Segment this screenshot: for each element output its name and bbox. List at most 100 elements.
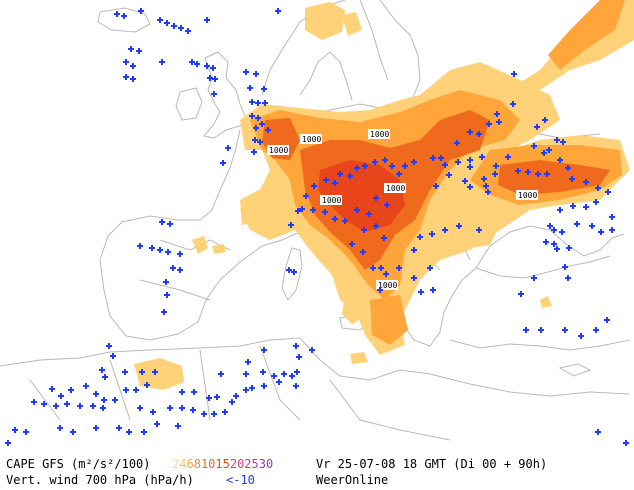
wind-marker: [342, 218, 348, 224]
wind-marker: [261, 383, 267, 389]
wind-marker: [144, 382, 150, 388]
wind-marker: [494, 111, 500, 117]
cape-scale-value: 8: [193, 457, 201, 471]
wind-marker: [276, 379, 282, 385]
wind-marker: [261, 86, 267, 92]
wind-marker: [191, 389, 197, 395]
svg-text:1000: 1000: [322, 196, 341, 205]
wind-marker: [211, 411, 217, 417]
wind-marker: [247, 85, 253, 91]
wind-marker: [225, 145, 231, 151]
wind-marker: [605, 189, 611, 195]
wind-marker: [112, 397, 118, 403]
wind-marker: [260, 369, 266, 375]
wind-marker: [411, 159, 417, 165]
wind-marker: [496, 119, 502, 125]
wind-marker: [93, 391, 99, 397]
cape-scale-value: 10: [200, 457, 216, 471]
wind-marker: [70, 429, 76, 435]
wind-marker: [559, 229, 565, 235]
wind-marker: [595, 429, 601, 435]
contour-label: 1000: [376, 280, 398, 290]
wind-marker: [12, 427, 18, 433]
wind-marker: [126, 429, 132, 435]
wind-marker: [257, 139, 263, 145]
wind-marker: [249, 99, 255, 105]
svg-text:1000: 1000: [269, 146, 288, 155]
wind-marker: [589, 223, 595, 229]
cape-scale: 24681015202530: [172, 457, 273, 471]
wind-marker: [253, 71, 259, 77]
wind-marker: [204, 17, 210, 23]
wind-marker: [554, 137, 560, 143]
wind-marker: [510, 101, 516, 107]
wind-marker: [543, 239, 549, 245]
wind-marker: [583, 204, 589, 210]
wind-marker: [373, 195, 379, 201]
wind-marker: [116, 425, 122, 431]
wind-marker: [165, 249, 171, 255]
wind-marker: [139, 369, 145, 375]
wind-marker: [229, 399, 235, 405]
wind-marker: [562, 327, 568, 333]
wind-marker: [486, 121, 492, 127]
wind-marker: [102, 374, 108, 380]
wind-marker: [454, 140, 460, 146]
wind-marker: [562, 264, 568, 270]
wind-marker: [41, 401, 47, 407]
wind-marker: [433, 183, 439, 189]
wind-marker: [418, 289, 424, 295]
svg-text:1000: 1000: [378, 281, 397, 290]
vertical-wind-markers: [5, 8, 629, 446]
wind-marker: [99, 367, 105, 373]
wind-marker: [378, 265, 384, 271]
wind-marker: [455, 159, 461, 165]
wind-marker: [110, 353, 116, 359]
wind-marker: [382, 157, 388, 163]
wind-marker: [5, 440, 11, 446]
cape-scale-value: 2: [172, 457, 180, 471]
wind-marker: [100, 405, 106, 411]
wind-marker: [167, 221, 173, 227]
wind-marker: [138, 8, 144, 14]
wind-marker: [323, 177, 329, 183]
wind-marker: [565, 275, 571, 281]
wind-marker: [309, 347, 315, 353]
wind-marker: [476, 227, 482, 233]
wind-marker: [569, 176, 575, 182]
wind-marker: [483, 183, 489, 189]
wind-marker: [123, 387, 129, 393]
wind-marker: [123, 59, 129, 65]
wind-marker: [164, 20, 170, 26]
wind-marker: [479, 154, 485, 160]
wind-marker: [90, 403, 96, 409]
wind-marker: [295, 208, 301, 214]
wind-marker: [557, 207, 563, 213]
wind-marker: [467, 129, 473, 135]
wind-marker: [360, 249, 366, 255]
wind-marker: [538, 327, 544, 333]
wind-marker: [271, 373, 277, 379]
wind-marker: [593, 327, 599, 333]
wind-marker: [427, 265, 433, 271]
wind-marker: [189, 59, 195, 65]
wind-marker: [476, 131, 482, 137]
wind-marker: [136, 48, 142, 54]
wind-marker: [177, 251, 183, 257]
wind-marker: [83, 383, 89, 389]
contour-label: 1000: [384, 183, 406, 193]
wind-marker: [354, 165, 360, 171]
wind-marker: [294, 369, 300, 375]
wind-marker: [583, 179, 589, 185]
wind-marker: [544, 171, 550, 177]
wind-marker: [259, 121, 265, 127]
wind-marker: [541, 150, 547, 156]
wind-marker: [383, 271, 389, 277]
wind-marker: [159, 219, 165, 225]
wind-marker: [493, 163, 499, 169]
wind-marker: [511, 71, 517, 77]
wind-marker: [167, 405, 173, 411]
wind-marker: [212, 76, 218, 82]
contour-label: 1000: [368, 129, 390, 139]
wind-marker: [372, 159, 378, 165]
